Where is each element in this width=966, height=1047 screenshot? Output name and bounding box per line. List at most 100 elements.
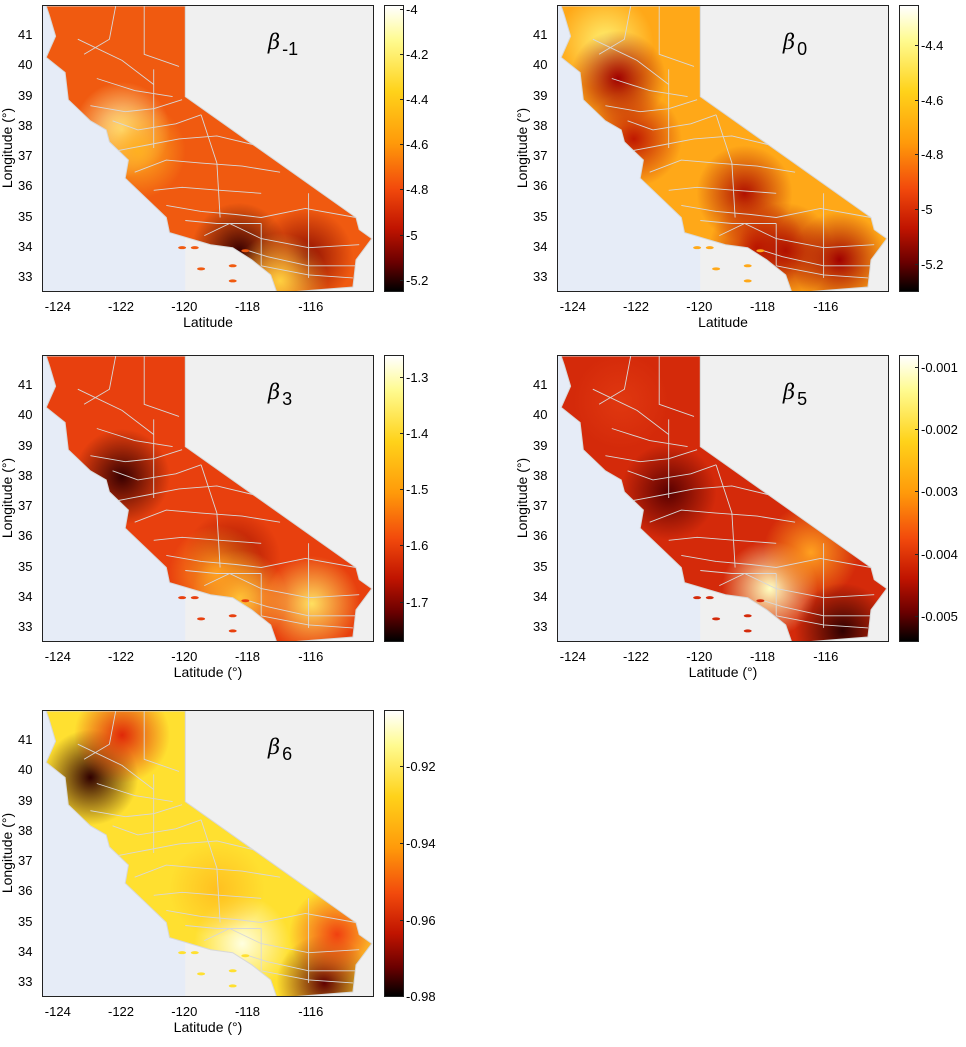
y-tick-label: 40 bbox=[18, 407, 33, 423]
y-tick-label: 40 bbox=[533, 57, 548, 73]
y-tick-label: 38 bbox=[18, 117, 33, 133]
y-tick-label: 36 bbox=[533, 528, 548, 544]
colorbar-tick-label: -1.3 bbox=[399, 369, 429, 385]
county-boundary bbox=[90, 804, 183, 818]
channel-island bbox=[712, 267, 721, 271]
y-tick-label: 39 bbox=[18, 792, 33, 808]
y-tick-label: 36 bbox=[18, 528, 33, 544]
county-boundary bbox=[166, 204, 357, 218]
county-boundary bbox=[96, 78, 173, 98]
channel-island bbox=[705, 596, 714, 600]
channel-island bbox=[743, 629, 752, 633]
county-boundary bbox=[83, 711, 117, 760]
y-tick-label: 41 bbox=[533, 27, 548, 43]
state-outline bbox=[45, 356, 373, 641]
colorbar-tick-label: -1.6 bbox=[399, 538, 429, 554]
county-boundary bbox=[763, 250, 871, 267]
x-tick-label: -118 bbox=[234, 299, 261, 314]
colorbar bbox=[384, 710, 404, 997]
channel-island bbox=[197, 972, 206, 976]
county-boundary bbox=[96, 428, 173, 448]
channel-island bbox=[241, 249, 250, 253]
county-boundary bbox=[166, 909, 357, 923]
field-hotspot bbox=[791, 211, 887, 291]
california-map bbox=[45, 356, 373, 641]
county-boundary bbox=[143, 711, 180, 772]
channel-island bbox=[190, 951, 199, 955]
colorbar bbox=[384, 5, 404, 292]
colorbar-tick-label: -0.005 bbox=[915, 609, 958, 624]
map-plot-area bbox=[557, 5, 889, 292]
x-tick-label: -120 bbox=[686, 299, 713, 314]
y-tick-label: 37 bbox=[533, 148, 548, 164]
channel-island bbox=[190, 246, 199, 250]
y-tick-label: 40 bbox=[18, 57, 33, 73]
colorbar-tick-label: -4.4 bbox=[914, 38, 944, 53]
x-tick-label: -122 bbox=[622, 649, 650, 664]
county-boundary bbox=[112, 114, 202, 131]
colorbar-tick-label: -5.2 bbox=[399, 272, 429, 288]
county-boundary bbox=[112, 464, 202, 481]
x-tick-label: -122 bbox=[107, 1004, 135, 1019]
y-tick-label: 35 bbox=[18, 913, 33, 929]
field-hotspot bbox=[168, 841, 265, 938]
channel-island bbox=[241, 954, 250, 958]
x-tick-label: -120 bbox=[171, 1004, 198, 1019]
beta-symbol: β bbox=[783, 30, 796, 54]
x-tick-label: -122 bbox=[622, 299, 650, 314]
x-tick-label: -116 bbox=[298, 1004, 324, 1019]
channel-island bbox=[228, 614, 237, 618]
y-tick-label: 40 bbox=[18, 762, 33, 778]
channel-island bbox=[178, 246, 187, 250]
channel-island bbox=[756, 599, 765, 603]
x-axis-label: Latitude bbox=[183, 314, 233, 330]
county-boundary bbox=[90, 449, 183, 463]
county-boundary bbox=[77, 743, 154, 790]
x-axis-label: Latitude (°) bbox=[688, 664, 758, 680]
channel-island bbox=[241, 599, 250, 603]
county-boundary bbox=[627, 464, 717, 481]
colorbar bbox=[384, 355, 404, 642]
x-tick-label: -122 bbox=[107, 649, 135, 664]
county-boundary bbox=[700, 220, 777, 224]
y-tick-label: 33 bbox=[18, 973, 33, 989]
colorbar-tick-label: -0.94 bbox=[400, 835, 436, 851]
y-tick-label: 33 bbox=[18, 618, 33, 634]
channel-island bbox=[693, 246, 702, 250]
y-tick-label: 41 bbox=[18, 732, 33, 748]
field-hotspot bbox=[263, 555, 360, 641]
state-outline bbox=[45, 711, 373, 996]
map-panel-beta-5: β 5 -0.001 -0.002 -0.003 -0.004 -0.005 -124 -122… bbox=[514, 350, 966, 690]
y-tick-label: 34 bbox=[18, 238, 33, 254]
channel-island bbox=[712, 617, 721, 621]
california-map bbox=[45, 711, 373, 996]
y-tick-label: 37 bbox=[18, 853, 33, 869]
x-axis-label: Latitude (°) bbox=[173, 1019, 243, 1035]
colorbar-tick-label: -4.8 bbox=[399, 182, 429, 198]
field-hotspot bbox=[232, 232, 329, 291]
beta-symbol: β bbox=[268, 735, 281, 759]
y-tick-label: 39 bbox=[18, 87, 33, 103]
county-boundary bbox=[605, 99, 698, 113]
x-tick-label: -120 bbox=[171, 649, 198, 664]
x-tick-label: -124 bbox=[44, 649, 71, 664]
colorbar-tick-label: -1.7 bbox=[399, 594, 429, 610]
county-boundary bbox=[90, 99, 183, 113]
field-hotspot bbox=[794, 582, 887, 641]
y-tick-label: 33 bbox=[533, 268, 548, 284]
colorbar-tick-label: -0.001 bbox=[915, 359, 958, 375]
x-tick-label: -124 bbox=[559, 299, 586, 314]
county-boundary bbox=[115, 840, 255, 857]
y-tick-label: 35 bbox=[18, 208, 33, 224]
map-panel-beta-0: β 0 -4.4 -4.6 -4.8 -5 -5.2 -124 -122 -120 -118 -116… bbox=[514, 0, 966, 340]
county-boundary bbox=[248, 955, 356, 972]
state-outline bbox=[45, 6, 373, 291]
y-axis-label: Longitude (°) bbox=[0, 457, 15, 539]
colorbar-tick-label: -4.6 bbox=[914, 92, 944, 108]
y-tick-label: 34 bbox=[18, 588, 33, 604]
county-boundary bbox=[112, 819, 202, 836]
colorbar-tick-label: -0.004 bbox=[915, 546, 958, 562]
county-boundary bbox=[166, 554, 357, 568]
